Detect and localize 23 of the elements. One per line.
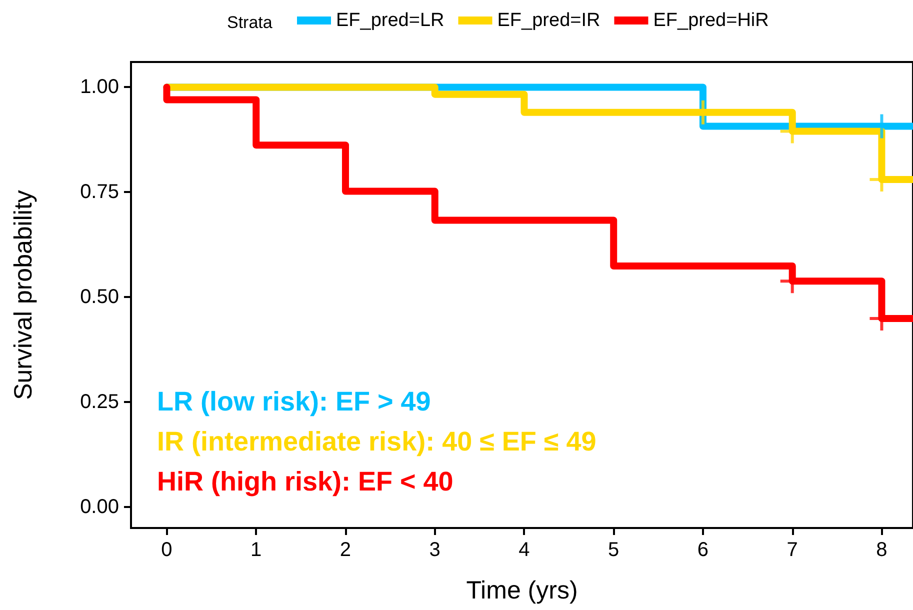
- x-tick-label: 2: [340, 539, 352, 561]
- legend-label: EF_pred=IR: [497, 10, 600, 31]
- annotation: IR (intermediate risk): 40 ≤ EF ≤ 49: [157, 426, 596, 456]
- x-tick-label: 1: [250, 539, 262, 561]
- x-tick-label: 7: [786, 539, 798, 561]
- legend-title: Strata: [227, 13, 273, 32]
- y-axis-title: Survival probability: [10, 190, 38, 400]
- x-tick-label: 3: [429, 539, 440, 561]
- x-tick-label: 5: [608, 539, 620, 561]
- y-tick-label: 0.00: [80, 496, 119, 518]
- x-tick-label: 4: [518, 539, 530, 561]
- legend-label: EF_pred=LR: [336, 10, 444, 31]
- y-tick-label: 1.00: [80, 76, 119, 98]
- x-tick-label: 8: [876, 539, 888, 561]
- annotation: LR (low risk): EF > 49: [157, 386, 431, 416]
- y-tick-label: 0.50: [80, 286, 119, 308]
- legend-label: EF_pred=HiR: [653, 10, 769, 31]
- y-tick-label: 0.25: [80, 391, 119, 414]
- y-tick-label: 0.75: [80, 181, 119, 204]
- annotation: HiR (high risk): EF < 40: [157, 466, 454, 496]
- x-axis-title: Time (yrs): [466, 576, 578, 604]
- x-tick-label: 0: [161, 539, 172, 561]
- x-tick-label: 6: [697, 539, 709, 561]
